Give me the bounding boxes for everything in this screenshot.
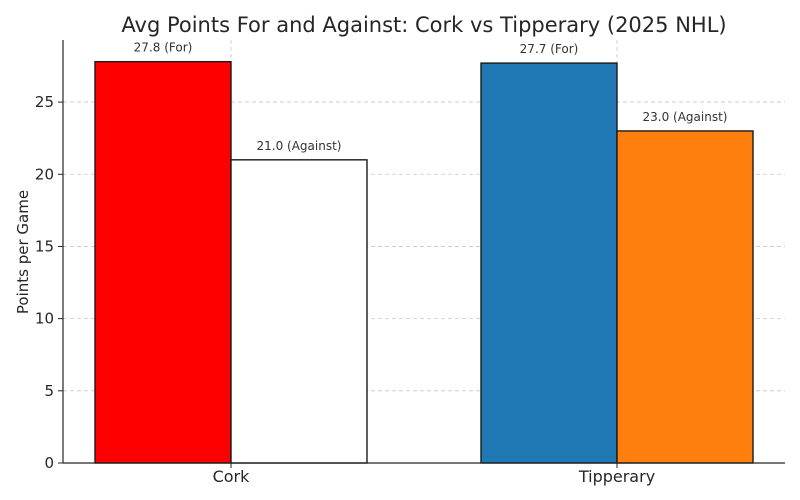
- bars: [94, 60, 754, 464]
- y-tick-label: 20: [35, 165, 54, 183]
- y-tick-label: 10: [35, 310, 54, 328]
- bar-data-label: 23.0 (Against): [643, 110, 728, 124]
- y-tick-label: 25: [35, 93, 54, 111]
- y-tick-label: 0: [44, 454, 54, 472]
- bar-tipperary-against: [616, 130, 754, 464]
- bar-data-label: 27.7 (For): [520, 42, 579, 56]
- bar-data-label: 21.0 (Against): [257, 139, 342, 153]
- chart-title: Avg Points For and Against: Cork vs Tipp…: [121, 13, 726, 37]
- x-tick-label: Tipperary: [578, 467, 655, 486]
- y-axis-ticks: 0 5 10 15 20 25: [35, 93, 63, 472]
- bar-cork-for: [94, 60, 232, 464]
- x-tick-label: Cork: [213, 467, 251, 486]
- axes: [62, 40, 785, 464]
- bar-data-label: 27.8 (For): [134, 41, 193, 55]
- y-axis-label: Points per Game: [14, 190, 32, 314]
- y-tick-label: 15: [35, 237, 54, 255]
- bar-cork-against: [230, 159, 368, 464]
- bar-tipperary-for: [480, 62, 618, 464]
- y-tick-label: 5: [44, 382, 54, 400]
- x-axis-ticks: Cork Tipperary: [213, 463, 655, 486]
- bar-data-labels: 27.8 (For) 21.0 (Against) 27.7 (For) 23.0 (…: [134, 41, 728, 153]
